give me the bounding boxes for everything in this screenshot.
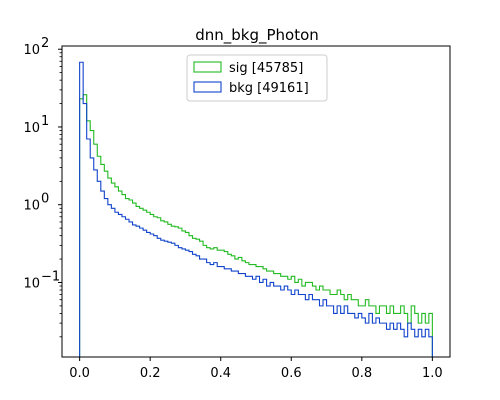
y-tick-exponent: 2: [41, 36, 49, 51]
series-bkg-step-line: [79, 61, 433, 357]
x-tick-label: 0.4: [210, 366, 231, 381]
plot-area: [79, 61, 433, 357]
x-tick-label: 1.0: [422, 366, 443, 381]
x-tick-label: 0.0: [69, 366, 90, 381]
y-tick-label: 10: [23, 199, 40, 214]
axes-frame: [61, 45, 451, 358]
legend-box: [186, 54, 328, 102]
y-tick-exponent: −1: [41, 269, 60, 284]
x-tick-label: 0.6: [281, 366, 302, 381]
y-tick-label: 10: [23, 43, 40, 58]
legend-swatch: [193, 61, 222, 73]
y-tick-exponent: 1: [41, 114, 49, 129]
y-tick-label: 10: [23, 121, 40, 136]
x-tick-label: 0.8: [351, 366, 372, 381]
legend: sig [45785] bkg [49161]: [186, 54, 328, 102]
y-tick-label: 10: [23, 276, 40, 291]
legend-swatch: [193, 81, 222, 93]
legend-label: sig [45785]: [229, 61, 303, 76]
y-tick-exponent: 0: [41, 192, 49, 207]
x-tick-label: 0.2: [140, 366, 161, 381]
legend-label: bkg [49161]: [229, 81, 309, 96]
chart-title: dnn_bkg_Photon: [195, 26, 319, 45]
series-sig-step-line: [79, 94, 433, 357]
